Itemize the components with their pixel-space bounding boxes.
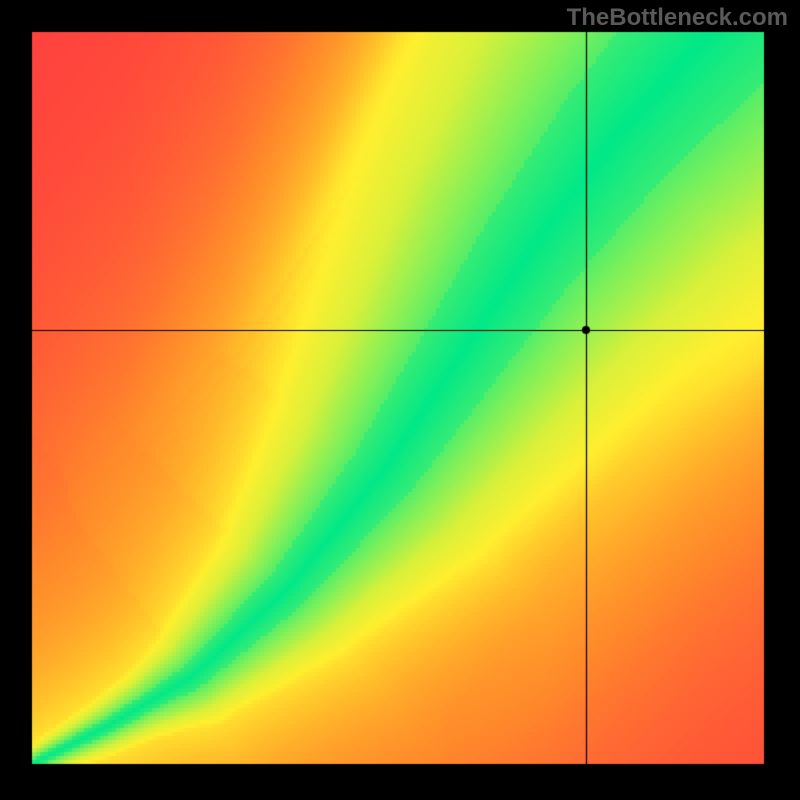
heatmap-canvas: [0, 0, 800, 800]
chart-container: TheBottleneck.com: [0, 0, 800, 800]
watermark-text: TheBottleneck.com: [567, 4, 788, 32]
